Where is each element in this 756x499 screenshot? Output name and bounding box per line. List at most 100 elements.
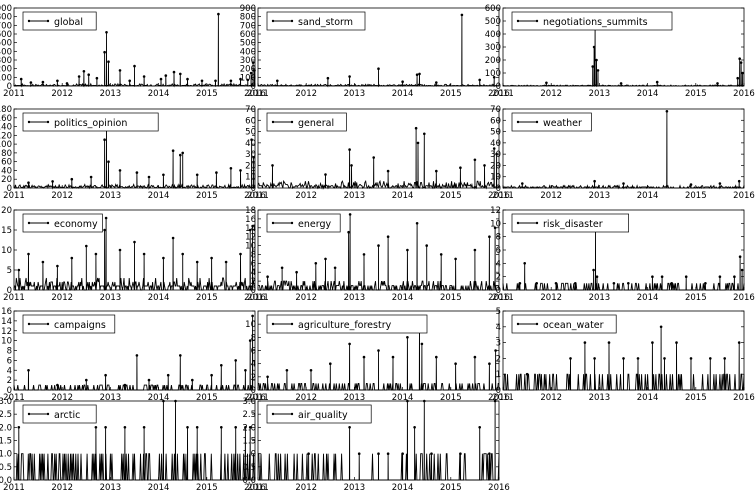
xtick-label: 2011 — [247, 89, 269, 99]
peak-marker-23 — [217, 12, 220, 16]
xtick-label: 2014 — [148, 393, 170, 403]
peak-marker-9 — [220, 426, 223, 429]
peak-marker-4 — [607, 341, 611, 344]
peak-marker-14 — [488, 362, 491, 366]
ytick-label: 0 — [251, 386, 256, 396]
ytick-label: 10 — [245, 173, 256, 183]
peak-marker-17 — [488, 235, 491, 238]
ytick-label: 0 — [496, 386, 501, 396]
xtick-label: 2016 — [244, 393, 266, 403]
legend-marker — [290, 412, 294, 416]
xtick-label: 2013 — [100, 393, 122, 403]
peak-marker-1 — [326, 76, 330, 80]
peak-marker-9 — [103, 50, 106, 54]
xtick-label: 2016 — [488, 191, 510, 201]
xtick-label: 2011 — [492, 293, 514, 303]
xtick-label: 2014 — [392, 89, 414, 99]
ytick-label: 16 — [1, 307, 12, 317]
legend-box — [511, 213, 629, 233]
peak-marker-4 — [142, 426, 146, 429]
legend-label: air_quality — [298, 410, 348, 421]
xtick-label: 2011 — [3, 191, 25, 201]
peak-marker-3 — [593, 357, 596, 360]
legend: negotiations_summits — [511, 11, 673, 31]
ytick-label: 40 — [490, 139, 501, 149]
peak-marker-7 — [595, 275, 599, 279]
peak-marker-10 — [492, 76, 496, 79]
peak-marker-8 — [612, 282, 616, 285]
peak-marker-10 — [105, 31, 108, 34]
ytick-label: 1.0 — [242, 450, 256, 460]
axes-frame — [13, 7, 256, 87]
peak-marker-10 — [420, 342, 424, 346]
peak-marker-3 — [329, 362, 332, 366]
ytick-label: 4 — [7, 366, 12, 376]
peak-marker-3 — [314, 262, 318, 265]
peak-marker-14 — [704, 282, 707, 285]
legend-marker — [27, 221, 31, 225]
xtick-label: 2013 — [589, 89, 611, 99]
peak-marker-15 — [454, 257, 457, 261]
peak-marker-4 — [123, 383, 127, 387]
legend-marker — [535, 322, 539, 326]
peak-marker-0 — [27, 181, 30, 184]
xtick-label: 2015 — [440, 89, 462, 99]
ytick-label: 300 — [485, 43, 501, 53]
xtick-label: 2015 — [440, 191, 462, 201]
legend: risk_disaster — [511, 213, 629, 233]
ytick-label: 100 — [485, 69, 501, 79]
ytick-label: 50 — [490, 128, 501, 138]
legend-marker — [516, 322, 520, 326]
xtick-label: 2012 — [540, 293, 562, 303]
ytick-label: 600 — [0, 30, 12, 40]
peak-marker-15 — [718, 275, 722, 279]
peak-marker-0 — [27, 369, 30, 372]
peak-marker-26 — [246, 78, 250, 82]
peak-marker-18 — [239, 252, 242, 256]
peak-marker-8 — [95, 76, 99, 80]
peak-marker-3 — [123, 426, 127, 429]
xtick-label: 2012 — [51, 393, 73, 403]
ytick-label: 2.0 — [242, 423, 256, 433]
ytick-label: 20 — [245, 161, 256, 171]
peak-marker-9 — [191, 378, 194, 382]
legend: weather — [511, 112, 592, 132]
peak-marker-10 — [386, 235, 390, 238]
peak-marker-2 — [85, 378, 88, 382]
peak-marker-6 — [147, 378, 151, 382]
ytick-label: 10 — [245, 242, 256, 252]
legend-marker — [46, 322, 50, 326]
peak-marker-10 — [133, 240, 136, 244]
ytick-label: 40 — [245, 139, 256, 149]
peak-marker-4 — [348, 342, 351, 346]
legend-label: weather — [543, 118, 582, 129]
xtick-label: 2015 — [685, 393, 707, 403]
peak-marker-5 — [362, 355, 366, 359]
legend: politics_opinion — [22, 112, 159, 132]
legend: sand_storm — [266, 11, 366, 31]
legend-marker — [46, 120, 50, 124]
peak-marker-8 — [179, 354, 182, 357]
subplot-ocean_water: 0 1 2 3 4 5 2011 2012 2013 2014 2015 2016 ocean_wate… — [492, 307, 755, 403]
legend-label: campaigns — [54, 320, 106, 331]
legend: air_quality — [266, 404, 372, 424]
xtick-label: 2012 — [540, 89, 562, 99]
ytick-label: 400 — [240, 47, 256, 57]
xtick-label: 2013 — [344, 191, 366, 201]
legend-box — [22, 11, 97, 31]
xtick-label: 2011 — [247, 191, 269, 201]
xtick-label: 2014 — [148, 89, 170, 99]
xtick-label: 2012 — [51, 89, 73, 99]
xtick-label: 2015 — [196, 293, 218, 303]
ytick-label: 15 — [1, 226, 12, 236]
xtick-label: 2011 — [247, 293, 269, 303]
series-line-economy — [14, 217, 255, 291]
xtick-label: 2016 — [488, 393, 510, 403]
ytick-label: 30 — [245, 150, 256, 160]
xtick-label: 2011 — [492, 191, 514, 201]
subplot-negotiations_summits: 0 100 200 300 400 500 600 2011 2012 2013 2014 2015 2… — [485, 4, 755, 99]
peak-marker-7 — [655, 80, 659, 84]
series-line-risk_disaster — [502, 229, 745, 291]
peak-marker-14 — [737, 341, 741, 344]
peak-marker-10 — [162, 173, 165, 177]
